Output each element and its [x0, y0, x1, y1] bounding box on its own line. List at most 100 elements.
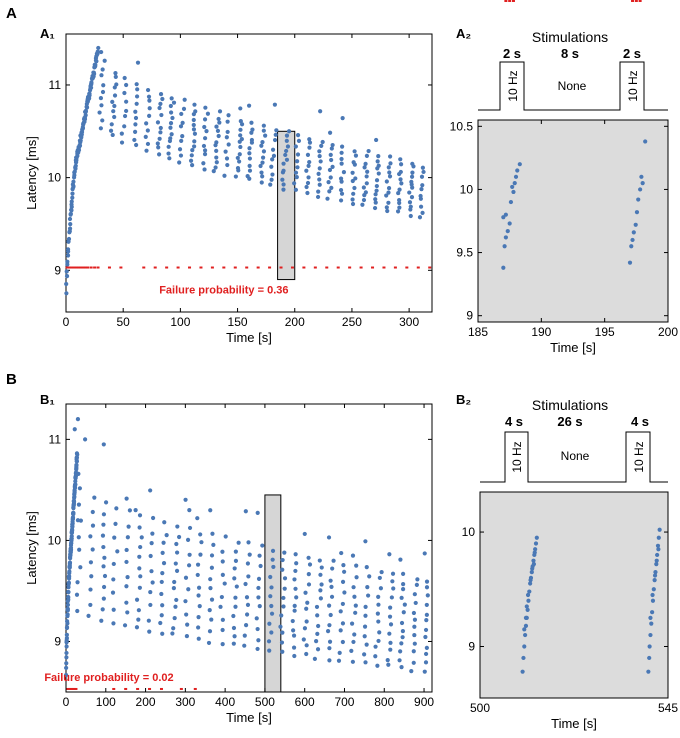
burst-point [179, 111, 184, 117]
outlier-point [72, 427, 77, 432]
burst-point [160, 550, 165, 556]
burst-point [374, 188, 379, 193]
failure-mark [124, 687, 128, 690]
burst-point [247, 146, 252, 151]
burst-point [233, 604, 238, 609]
burst-point [202, 117, 208, 122]
burst-point [423, 627, 429, 633]
burst-point [279, 640, 285, 645]
burst-point [256, 595, 261, 600]
burst-point [174, 597, 179, 603]
burst-point [247, 163, 252, 168]
data-point [524, 604, 529, 609]
burst-point [388, 161, 393, 166]
burst-point [155, 120, 161, 125]
burst-point [159, 613, 164, 618]
burst-point [175, 550, 180, 555]
burst-point [397, 205, 402, 210]
data-point [650, 598, 656, 603]
burst-point [244, 612, 250, 617]
burst-point [233, 595, 238, 600]
burst-point [250, 127, 255, 132]
burst-point [77, 547, 82, 552]
data-point [650, 610, 655, 615]
burst-point [396, 190, 401, 196]
panel-label-a1: A₁ [40, 26, 55, 41]
y-tick-label: 9 [468, 640, 475, 654]
burst-point [329, 594, 335, 599]
burst-point [306, 572, 311, 577]
burst-point [214, 160, 219, 165]
burst-point [349, 621, 355, 626]
failure-mark [70, 266, 74, 269]
burst-point [349, 648, 354, 653]
burst-point [145, 87, 151, 93]
failure-mark [119, 266, 123, 269]
burst-point [125, 610, 130, 615]
burst-point [150, 515, 156, 521]
x-tick-label: 190 [531, 325, 551, 339]
data-point [533, 547, 538, 552]
burst-point [256, 638, 261, 643]
burst-point [114, 82, 119, 87]
burst-point [361, 185, 366, 190]
burst-point [328, 612, 333, 618]
ramp-point [91, 70, 96, 75]
y-tick-label: 9.5 [456, 246, 473, 260]
burst-point [342, 569, 347, 574]
burst-point [373, 192, 378, 197]
burst-point [162, 520, 167, 525]
burst-point [354, 575, 359, 580]
y-tick-label: 11 [49, 432, 62, 446]
ramp-point [67, 226, 73, 231]
burst-point [302, 626, 308, 631]
ramp-point [67, 560, 73, 565]
burst-point [362, 624, 368, 629]
burst-point [196, 636, 201, 641]
burst-point [360, 202, 365, 207]
burst-point [305, 190, 310, 196]
burst-point [317, 153, 322, 159]
burst-point [170, 115, 175, 121]
burst-point [209, 553, 215, 558]
ramp-point [64, 661, 69, 666]
x-tick-label: 300 [175, 695, 195, 709]
failure-mark [638, 0, 642, 2]
burst-point [217, 120, 222, 125]
failure-mark [268, 266, 272, 269]
burst-point [180, 134, 185, 139]
failure-mark [153, 266, 157, 269]
burst-point [254, 616, 259, 621]
panel-label-b: B [6, 371, 17, 388]
outlier-point [195, 516, 200, 521]
burst-point [199, 540, 204, 545]
failure-probability-label: Failure probability = 0.36 [159, 285, 288, 297]
burst-point [267, 648, 272, 653]
burst-point [306, 555, 311, 560]
burst-point [388, 605, 393, 610]
burst-point [421, 169, 426, 175]
ramp-point [83, 113, 88, 118]
ramp-point [71, 184, 76, 189]
burst-point [99, 49, 104, 55]
burst-point [419, 174, 425, 179]
burst-point [339, 161, 344, 166]
burst-point [157, 136, 162, 141]
burst-point [351, 639, 356, 645]
burst-point [295, 165, 300, 170]
burst-point [236, 540, 241, 545]
burst-point [202, 148, 208, 153]
burst-point [412, 632, 417, 638]
burst-point [225, 119, 230, 124]
burst-point [171, 586, 176, 591]
burst-point [281, 604, 286, 609]
burst-point [408, 204, 413, 209]
burst-point [270, 147, 276, 152]
failure-mark [72, 266, 76, 269]
burst-point [113, 74, 118, 79]
burst-point [307, 140, 313, 145]
burst-point [101, 544, 106, 550]
burst-point [373, 200, 378, 205]
chart-a2: 185 190 195 200 9 9.5 10 10.5 Time [s] [450, 0, 678, 355]
burst-point [373, 197, 378, 202]
